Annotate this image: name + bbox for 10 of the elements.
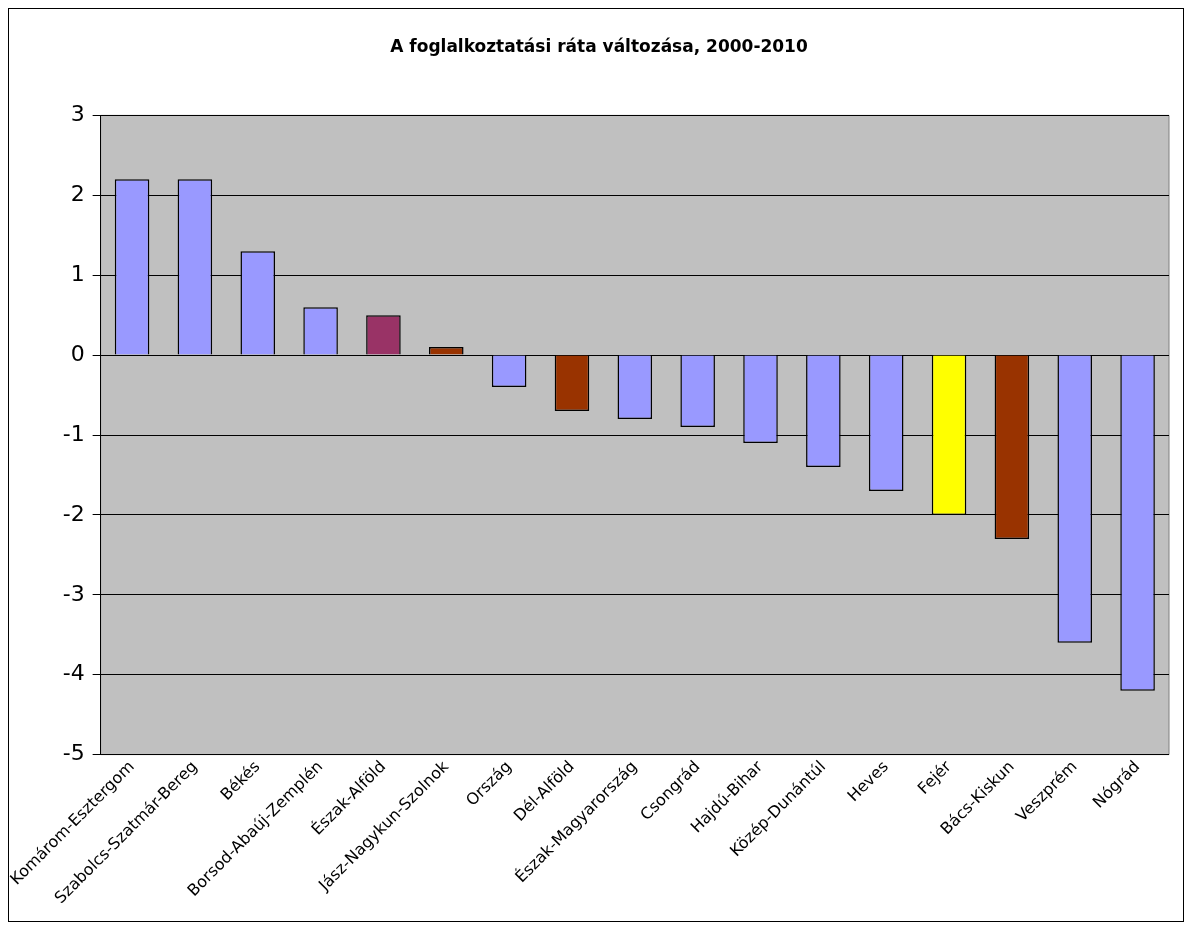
y-tick-label: 1	[70, 260, 85, 286]
y-tick-label: -4	[62, 660, 85, 686]
y-tick-label: -3	[62, 580, 85, 606]
y-tick-label: -2	[62, 500, 85, 526]
y-tick-label: -1	[62, 420, 85, 446]
y-tick-label: 0	[70, 340, 85, 366]
y-tick-label: 2	[70, 181, 85, 207]
chart-title: A foglalkoztatási ráta változása, 2000-2010	[390, 35, 808, 56]
y-tick-label: -5	[62, 740, 85, 766]
y-tick-label: 3	[70, 101, 85, 127]
